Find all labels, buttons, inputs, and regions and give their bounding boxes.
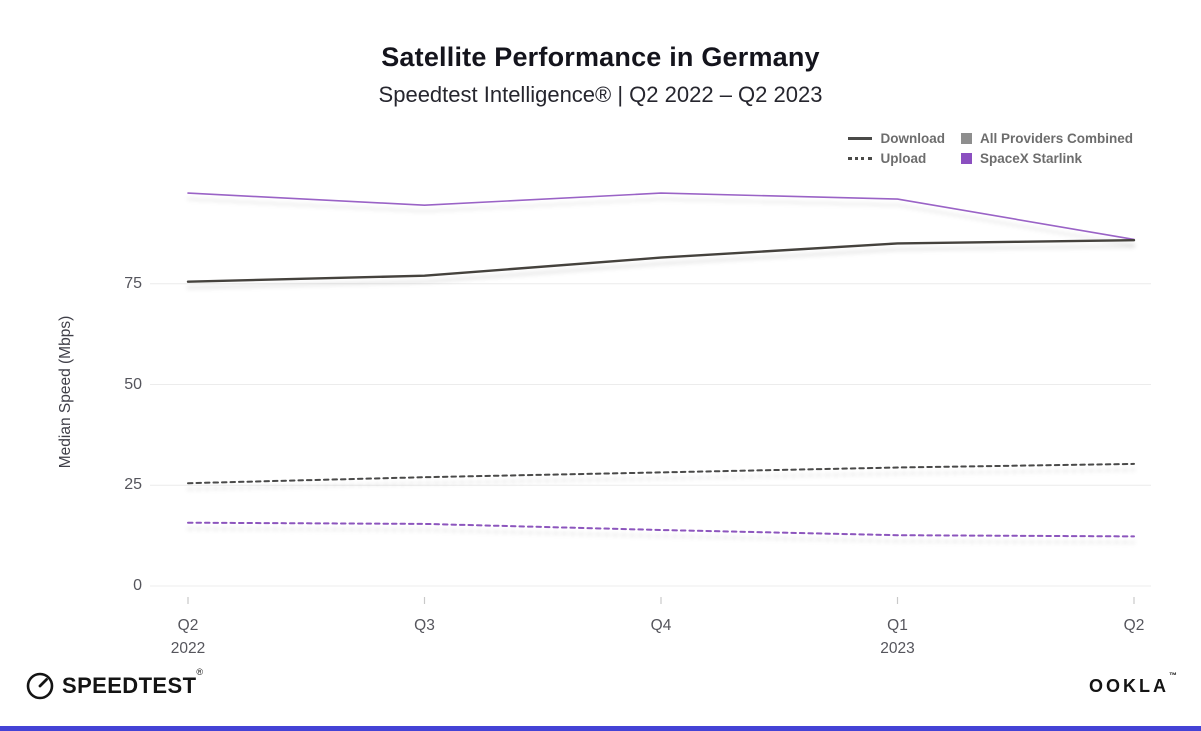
x-tick-marks (187, 597, 1135, 604)
ookla-logo: OOKLA™ (1089, 671, 1177, 696)
legend-item-download: Download (848, 131, 945, 146)
trademark-mark: ™ (1169, 671, 1177, 680)
legend-label-download: Download (880, 131, 945, 146)
chart-title: Satellite Performance in Germany (381, 42, 820, 72)
speedtest-logo: SPEEDTEST® (25, 667, 204, 701)
x-tick-year-label-2023: 2023 (880, 640, 915, 657)
x-tick-label-2: Q4 (650, 617, 672, 634)
series-line-all-providers-combined-upload (187, 462, 1135, 485)
data-series-lines (186, 192, 1136, 538)
chart-subtitle: Speedtest Intelligence® | Q2 2022 – Q2 2… (378, 82, 823, 107)
x-tick-label-0: Q2 (177, 617, 199, 634)
legend-item-all-providers: All Providers Combined (960, 131, 1133, 146)
chart-legend: Download All Providers Combined Upload S… (848, 131, 1133, 166)
solid-line-swatch-icon (848, 137, 873, 140)
x-tick-label-1: Q3 (414, 617, 435, 634)
series-line-spacex-starlink-upload (187, 521, 1135, 538)
x-tick-label-3: Q1 (887, 617, 908, 634)
trademark-mark: ® (196, 667, 204, 677)
legend-label-starlink: SpaceX Starlink (979, 151, 1083, 166)
legend-item-upload: Upload (848, 151, 945, 166)
legend-label-all-providers: All Providers Combined (979, 131, 1133, 146)
gray-square-swatch-icon (960, 133, 972, 144)
speedtest-logo-text: SPEEDTEST® (62, 667, 204, 698)
y-tick-label-25: 25 (124, 476, 142, 494)
chart-header: Satellite Performance in Germany Speedte… (0, 42, 1201, 108)
x-tick-label-4: Q2 (1123, 617, 1145, 634)
y-tick-label-0: 0 (133, 577, 142, 594)
dotted-line-swatch-icon (848, 157, 873, 160)
gridlines (150, 283, 1151, 587)
series-line-all-providers-combined-download (186, 239, 1136, 283)
y-tick-label-75: 75 (124, 274, 142, 292)
series-line-spacex-starlink-download (187, 192, 1135, 241)
purple-square-swatch-icon (960, 153, 972, 164)
y-tick-label-50: 50 (124, 375, 142, 393)
footer-accent-bar (0, 726, 1201, 731)
legend-item-starlink: SpaceX Starlink (960, 151, 1133, 166)
x-tick-year-label-2022: 2022 (170, 640, 206, 657)
speedtest-gauge-icon (26, 672, 54, 700)
legend-label-upload: Upload (880, 151, 927, 166)
